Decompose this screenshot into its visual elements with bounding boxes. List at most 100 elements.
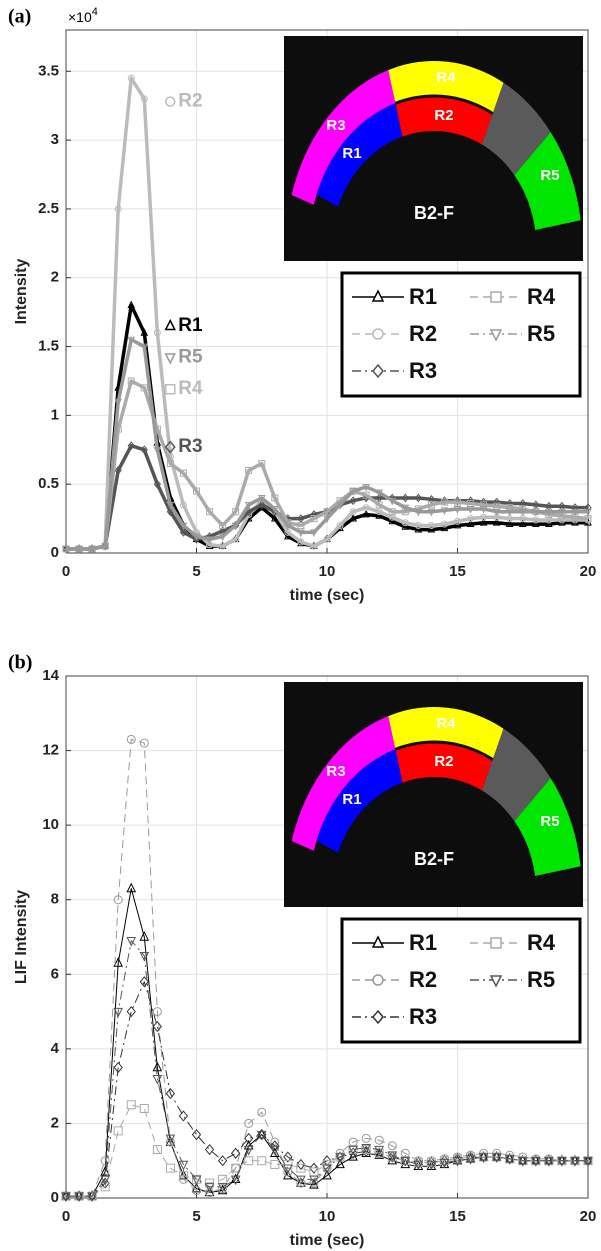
marker: [179, 501, 187, 509]
marker: [361, 1143, 371, 1154]
marker: [257, 1156, 267, 1166]
marker: [243, 1139, 254, 1150]
marker: [75, 545, 83, 554]
marker: [165, 1134, 176, 1145]
marker: [401, 522, 410, 530]
marker: [544, 1157, 554, 1167]
marker: [283, 1151, 293, 1163]
marker: [544, 1154, 554, 1165]
y-tick-label: 4: [51, 1040, 60, 1057]
region-r1: [316, 103, 403, 207]
marker: [452, 1157, 463, 1167]
marker: [269, 1145, 280, 1156]
annotation: R2: [178, 91, 202, 112]
legend-label: R3: [409, 358, 437, 383]
marker: [140, 384, 148, 392]
series-line: [66, 76, 588, 551]
marker: [336, 521, 344, 529]
marker: [440, 520, 448, 528]
marker: [126, 937, 137, 947]
marker: [454, 498, 461, 506]
region-label: R3: [326, 763, 345, 780]
marker: [152, 1074, 163, 1085]
marker: [217, 1155, 228, 1167]
marker: [179, 527, 188, 537]
marker: [258, 460, 266, 468]
marker: [375, 489, 384, 498]
x-tick-label: 15: [449, 1208, 466, 1225]
marker: [310, 542, 318, 550]
region-label: R5: [540, 813, 559, 830]
marker: [284, 522, 292, 531]
marker: [427, 524, 436, 533]
marker: [440, 507, 449, 516]
marker: [192, 533, 201, 542]
marker: [518, 519, 527, 527]
marker: [349, 513, 357, 522]
marker: [61, 1192, 71, 1203]
marker: [62, 545, 70, 554]
marker: [557, 1157, 567, 1167]
annotation: R4: [178, 378, 203, 399]
y-tick-label: 0.5: [38, 475, 59, 492]
marker: [270, 1140, 280, 1152]
region-r4: [388, 707, 504, 760]
marker: [478, 1153, 489, 1163]
y-tick-label: 1: [51, 406, 59, 423]
marker: [283, 1169, 293, 1180]
marker: [296, 1163, 306, 1173]
marker: [372, 363, 384, 379]
marker: [256, 1128, 267, 1139]
y-tick-label: 2: [51, 1114, 59, 1131]
marker: [531, 508, 540, 517]
marker: [258, 500, 266, 510]
marker: [230, 1175, 241, 1186]
region-r2: [395, 96, 493, 145]
marker: [257, 1107, 267, 1117]
marker: [244, 501, 253, 510]
marker: [140, 445, 148, 455]
marker: [583, 1154, 593, 1165]
marker: [191, 1129, 202, 1141]
ring-edge: [394, 94, 494, 115]
multiplier-base: ×10: [68, 9, 92, 25]
marker: [206, 508, 214, 516]
x-tick-label: 0: [62, 563, 70, 580]
marker: [231, 522, 240, 531]
marker: [140, 95, 148, 103]
marker: [362, 509, 370, 518]
marker: [164, 383, 176, 395]
marker: [127, 377, 135, 385]
marker: [87, 1192, 97, 1203]
marker: [296, 1175, 306, 1186]
marker: [479, 518, 488, 526]
x-tick-label: 10: [319, 1208, 336, 1225]
annotation: R5: [178, 347, 203, 368]
marker: [164, 318, 176, 331]
marker: [271, 494, 279, 502]
marker: [113, 1007, 124, 1018]
region-label: R1: [342, 145, 361, 162]
marker: [584, 508, 592, 517]
marker: [453, 1154, 462, 1164]
marker: [570, 1157, 580, 1167]
marker: [387, 1151, 398, 1162]
marker: [297, 529, 305, 538]
marker: [178, 1110, 189, 1122]
x-axis-label: time (sec): [290, 1232, 365, 1249]
marker: [322, 1169, 332, 1180]
multiplier-exponent: 4: [92, 6, 98, 18]
marker: [454, 517, 461, 525]
marker: [361, 1133, 371, 1143]
marker: [191, 1182, 202, 1193]
marker: [230, 1173, 241, 1184]
marker: [153, 446, 162, 455]
marker: [139, 931, 150, 941]
marker: [244, 1156, 254, 1166]
marker: [427, 508, 436, 517]
marker: [530, 1157, 541, 1167]
marker: [372, 974, 384, 986]
series-line: [66, 337, 588, 551]
marker: [545, 508, 553, 517]
